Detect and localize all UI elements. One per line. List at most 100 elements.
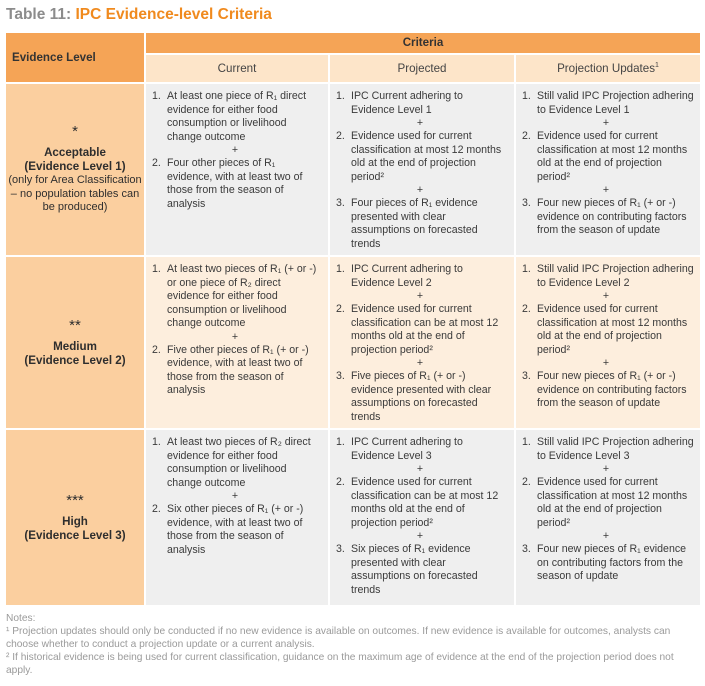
criterion-number: 3. — [522, 543, 531, 555]
high-projected-cell: 1. IPC Current adhering to Evidence Level… — [330, 430, 514, 605]
criterion-number: 3. — [336, 370, 345, 382]
level-name: Medium — [53, 339, 97, 353]
plus-separator: + — [602, 117, 610, 129]
criterion-item: 1. Still valid IPC Projection adhering to… — [518, 436, 694, 463]
criterion-item: 2. Six other pieces of R₁ (+ or -) eviden… — [148, 503, 322, 557]
criterion-text: Evidence used for current classification… — [537, 303, 688, 356]
criterion-number: 2. — [336, 303, 345, 315]
plus-separator: + — [231, 330, 239, 343]
criterion-number: 3. — [336, 543, 345, 555]
criterion-text: Still valid IPC Projection adhering to E… — [537, 90, 694, 116]
criterion-number: 1. — [336, 436, 345, 448]
plus-separator: + — [602, 184, 610, 196]
level-subtitle: (Evidence Level 1) — [24, 160, 126, 174]
level-name: Acceptable — [44, 146, 106, 160]
acceptable-current-cell: 1. At least one piece of R₁ direct eviden… — [146, 84, 328, 255]
criterion-item: 1. Still valid IPC Projection adhering to… — [518, 90, 694, 117]
header-projection-updates-label: Projection Updates — [557, 62, 656, 75]
criterion-item: 2. Evidence used for current classificati… — [332, 303, 508, 357]
criterion-text: At least two pieces of R₁ (+ or -) or on… — [167, 263, 317, 329]
criterion-text: Still valid IPC Projection adhering to E… — [537, 263, 694, 289]
criterion-text: Evidence used for current classification… — [351, 476, 499, 529]
criterion-number: 1. — [522, 263, 531, 275]
stars-rating: *** — [66, 491, 84, 509]
criterion-number: 2. — [336, 130, 345, 142]
criterion-item: 1. At least two pieces of R₂ direct evide… — [148, 436, 322, 490]
level-subtitle: (Evidence Level 2) — [24, 353, 126, 367]
criterion-text: Four new pieces of R₁ evidence on contri… — [537, 543, 687, 582]
criterion-item: 2. Four other pieces of R₁ evidence, with… — [148, 157, 322, 211]
evidence-criteria-table: Evidence Level Criteria Current Projecte… — [6, 33, 700, 605]
criterion-number: 1. — [152, 90, 161, 102]
criterion-text: Still valid IPC Projection adhering to E… — [537, 436, 694, 462]
level-name: High — [62, 514, 88, 528]
high-current-cell: 1. At least two pieces of R₂ direct evide… — [146, 430, 328, 605]
criterion-text: IPC Current adhering to Evidence Level 1 — [351, 90, 463, 116]
stars-rating: * — [72, 123, 78, 141]
criterion-item: 2. Evidence used for current classificati… — [332, 476, 508, 530]
criterion-item: 1. At least one piece of R₁ direct eviden… — [148, 90, 322, 144]
plus-separator: + — [416, 184, 424, 196]
criterion-item: 1. Still valid IPC Projection adhering to… — [518, 263, 694, 290]
plus-separator: + — [602, 463, 610, 475]
plus-separator: + — [602, 357, 610, 369]
criterion-item: 3. Four pieces of R₁ evidence presented w… — [332, 197, 508, 251]
criterion-text: Four new pieces of R₁ (+ or -) evidence … — [537, 370, 687, 409]
criterion-item: 3. Four new pieces of R₁ evidence on cont… — [518, 543, 694, 584]
criterion-number: 3. — [522, 197, 531, 209]
plus-separator: + — [231, 144, 239, 156]
criterion-number: 3. — [522, 370, 531, 382]
criterion-text: Five other pieces of R₁ (+ or -) evidenc… — [167, 343, 309, 397]
acceptable-projected-cell: 1. IPC Current adhering to Evidence Level… — [330, 84, 514, 255]
criterion-text: Evidence used for current classification… — [537, 130, 688, 183]
plus-separator: + — [416, 463, 424, 475]
criterion-text: Evidence used for current classification… — [351, 303, 499, 356]
level-subtitle: (Evidence Level 3) — [24, 528, 126, 542]
criterion-text: At least two pieces of R₂ direct evidenc… — [167, 436, 311, 489]
criterion-number: 3. — [336, 197, 345, 209]
criterion-text: Six pieces of R₁ evidence presented with… — [351, 543, 478, 596]
medium-projected-cell: 1. IPC Current adhering to Evidence Level… — [330, 257, 514, 428]
criterion-number: 2. — [522, 130, 531, 142]
criterion-number: 1. — [522, 90, 531, 102]
plus-separator: + — [231, 490, 239, 502]
note-1: ¹ Projection updates should only be cond… — [6, 626, 671, 650]
stars-rating: ** — [69, 316, 81, 334]
header-current: Current — [146, 55, 328, 82]
plus-separator: + — [416, 117, 424, 129]
plus-separator: + — [602, 290, 610, 302]
criterion-item: 3. Four new pieces of R₁ (+ or -) evidenc… — [518, 197, 694, 238]
criterion-item: 1. At least two pieces of R₁ (+ or -) or … — [148, 263, 322, 331]
plus-separator: + — [416, 290, 424, 302]
criterion-number: 2. — [152, 343, 161, 356]
acceptable-updates-cell: 1. Still valid IPC Projection adhering to… — [516, 84, 700, 255]
criterion-item: 2. Evidence used for current classificati… — [518, 476, 694, 530]
criterion-text: At least one piece of R₁ direct evidence… — [167, 90, 307, 143]
level-note: (only for Area Classification – no popul… — [8, 174, 142, 214]
criterion-item: 3. Five pieces of R₁ (+ or -) evidence pr… — [332, 370, 508, 424]
header-projected: Projected — [330, 55, 514, 82]
criterion-text: Four other pieces of R₁ evidence, with a… — [167, 157, 303, 210]
table-name: IPC Evidence-level Criteria — [75, 6, 272, 23]
header-criteria: Criteria — [146, 33, 700, 53]
criterion-number: 1. — [152, 436, 161, 448]
notes-heading: Notes: — [6, 613, 36, 624]
criterion-item: 1. IPC Current adhering to Evidence Level… — [332, 263, 508, 290]
criterion-item: 2. Evidence used for current classificati… — [332, 130, 508, 184]
criterion-number: 2. — [152, 157, 161, 169]
footnote-marker-1: 1 — [655, 62, 659, 70]
notes: Notes: ¹ Projection updates should only … — [6, 612, 700, 677]
evidence-level-high: *** High (Evidence Level 3) — [6, 430, 144, 605]
high-updates-cell: 1. Still valid IPC Projection adhering to… — [516, 430, 700, 605]
criterion-text: Evidence used for current classification… — [537, 476, 688, 529]
medium-updates-cell: 1. Still valid IPC Projection adhering to… — [516, 257, 700, 428]
criterion-text: IPC Current adhering to Evidence Level 3 — [351, 436, 463, 462]
medium-current-cell: 1. At least two pieces of R₁ (+ or -) or … — [146, 257, 328, 428]
criterion-number: 2. — [522, 303, 531, 315]
criterion-number: 1. — [336, 263, 345, 275]
criterion-item: 2. Five other pieces of R₁ (+ or -) evide… — [148, 344, 322, 398]
evidence-level-acceptable: * Acceptable (Evidence Level 1) (only for A… — [6, 84, 144, 255]
criterion-item: 3. Four new pieces of R₁ (+ or -) evidenc… — [518, 370, 694, 411]
criterion-number: 2. — [152, 503, 161, 515]
plus-separator: + — [602, 530, 610, 542]
